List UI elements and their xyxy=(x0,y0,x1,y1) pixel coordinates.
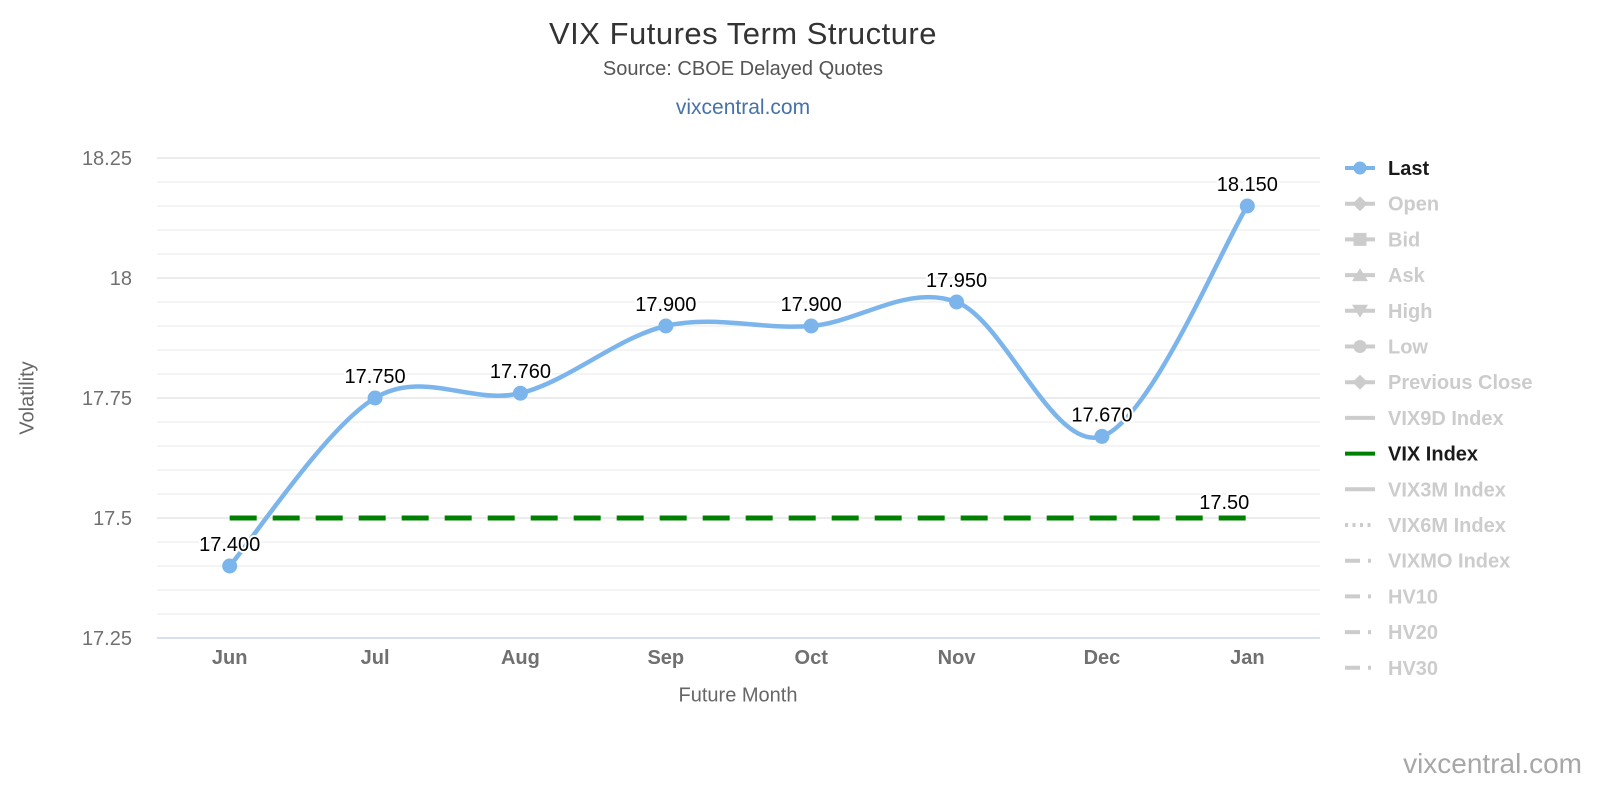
legend-item-bid[interactable]: Bid xyxy=(1345,229,1420,251)
x-tick-label-oct: Oct xyxy=(795,647,829,669)
data-point-sep[interactable] xyxy=(658,318,674,334)
legend-item-last[interactable]: Last xyxy=(1345,158,1429,180)
data-point-dec[interactable] xyxy=(1094,428,1110,444)
legend-item-ask[interactable]: Ask xyxy=(1345,265,1426,287)
x-tick-label-jul: Jul xyxy=(361,647,390,669)
legend-label-last: Last xyxy=(1388,158,1429,180)
chart-subtitle: Source: CBOE Delayed Quotes xyxy=(602,58,884,80)
x-tick-label-dec: Dec xyxy=(1084,647,1121,669)
data-point-jun[interactable] xyxy=(222,558,238,574)
legend-item-hv30[interactable]: HV30 xyxy=(1345,658,1438,680)
legend-item-low[interactable]: Low xyxy=(1345,337,1428,359)
legend-item-vix3m-index[interactable]: VIX3M Index xyxy=(1345,479,1506,501)
data-point-aug[interactable] xyxy=(512,385,528,401)
legend-label-low: Low xyxy=(1388,337,1428,359)
legend-marker-circle xyxy=(1353,161,1367,175)
data-point-label-jan: 18.150 xyxy=(1217,174,1278,196)
legend-item-vix-index[interactable]: VIX Index xyxy=(1345,444,1478,466)
legend-label-previous-close: Previous Close xyxy=(1388,372,1533,394)
x-tick-label-aug: Aug xyxy=(501,647,540,669)
legend-label-vix6m-index: VIX6M Index xyxy=(1388,515,1506,537)
legend-label-ask: Ask xyxy=(1388,265,1426,287)
legend-item-hv10[interactable]: HV10 xyxy=(1345,586,1438,608)
y-axis-title: Volatility xyxy=(16,361,39,435)
data-point-jan[interactable] xyxy=(1239,198,1255,214)
legend-label-vixmo-index: VIXMO Index xyxy=(1388,551,1510,573)
legend-marker-circle xyxy=(1353,340,1367,353)
data-point-label-dec: 17.670 xyxy=(1071,404,1132,426)
data-point-nov[interactable] xyxy=(949,294,965,310)
legend-label-hv20: HV20 xyxy=(1388,622,1438,644)
legend-label-vix-index: VIX Index xyxy=(1388,444,1478,466)
legend-marker-square xyxy=(1353,232,1367,246)
data-point-label-sep: 17.900 xyxy=(635,294,696,316)
data-point-label-jun: 17.400 xyxy=(199,534,260,556)
data-point-label-jul: 17.750 xyxy=(344,366,405,388)
watermark: vixcentral.com xyxy=(1403,748,1582,779)
vixcentral-link[interactable]: vixcentral.com xyxy=(675,96,811,119)
x-tick-label-jan: Jan xyxy=(1230,647,1264,669)
data-point-label-nov: 17.950 xyxy=(926,270,987,292)
x-tick-label-sep: Sep xyxy=(647,647,684,669)
legend-label-hv10: HV10 xyxy=(1388,586,1438,608)
y-tick-label-18: 18 xyxy=(110,268,132,290)
legend-label-hv30: HV30 xyxy=(1388,658,1438,680)
legend-marker-diamond xyxy=(1352,196,1368,212)
legend-item-high[interactable]: High xyxy=(1345,301,1432,323)
y-tick-label-17.75: 17.75 xyxy=(82,388,132,410)
chart-title: VIX Futures Term Structure xyxy=(549,16,937,51)
legend-label-vix3m-index: VIX3M Index xyxy=(1388,479,1506,501)
data-point-label-oct: 17.900 xyxy=(781,294,842,316)
legend-marker-diamond xyxy=(1352,374,1368,390)
y-tick-label-17.25: 17.25 xyxy=(82,628,132,650)
data-point-jul[interactable] xyxy=(367,390,383,406)
legend-label-high: High xyxy=(1388,301,1432,323)
legend-marker-triangle-up xyxy=(1352,268,1368,282)
legend-item-open[interactable]: Open xyxy=(1345,194,1439,216)
legend-item-hv20[interactable]: HV20 xyxy=(1345,622,1438,644)
legend-item-vix6m-index[interactable]: VIX6M Index xyxy=(1345,515,1506,537)
legend-label-open: Open xyxy=(1388,194,1439,216)
legend-item-vixmo-index[interactable]: VIXMO Index xyxy=(1345,551,1510,573)
x-axis-title: Future Month xyxy=(678,684,798,707)
legend-label-bid: Bid xyxy=(1388,229,1420,251)
legend-marker-triangle-down xyxy=(1352,304,1368,318)
data-point-label-aug: 17.760 xyxy=(490,361,551,383)
legend-item-previous-close[interactable]: Previous Close xyxy=(1345,372,1533,394)
vix-index-value-label: 17.50 xyxy=(1199,492,1249,514)
y-tick-label-18.25: 18.25 xyxy=(82,148,132,170)
data-point-oct[interactable] xyxy=(803,318,819,334)
legend-label-vix9d-index: VIX9D Index xyxy=(1388,408,1504,430)
y-tick-label-17.5: 17.5 xyxy=(93,508,132,530)
x-tick-label-nov: Nov xyxy=(938,647,977,669)
x-tick-label-jun: Jun xyxy=(212,647,248,669)
legend-item-vix9d-index[interactable]: VIX9D Index xyxy=(1345,408,1504,430)
